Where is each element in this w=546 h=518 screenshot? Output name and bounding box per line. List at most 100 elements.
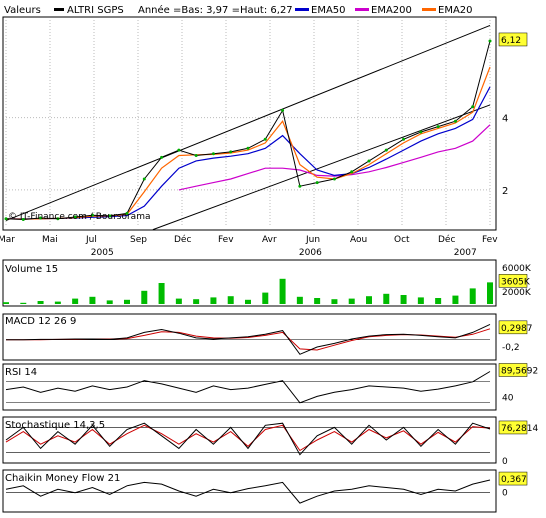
volume-bar (210, 297, 217, 304)
grid-layer (5, 20, 491, 226)
x-tick-label: Sep (130, 235, 147, 245)
volume-bar (296, 296, 303, 304)
trend-line (152, 104, 491, 231)
volume-bar (158, 283, 165, 304)
volume-panel: 3605K (3, 274, 531, 304)
volume-panel-frame (2, 259, 497, 307)
price-point (384, 148, 388, 152)
price-point (160, 155, 164, 159)
macd-title: MACD 12 26 9 (5, 316, 76, 327)
price-panel-frame (2, 16, 497, 231)
volume-bar (452, 295, 459, 304)
volume-bar (400, 295, 407, 304)
stoch-tick-label: 0 (502, 457, 508, 467)
year-label: 2006 (299, 248, 322, 258)
price-point (298, 184, 302, 188)
cmf-tick-label: 0 (502, 489, 508, 499)
rsi-title: RSI 14 (5, 367, 37, 378)
rsi-last-value-box (498, 363, 528, 377)
x-tick-label: Oct (394, 235, 410, 245)
x-tick-label: Jun (305, 235, 320, 245)
macd-panel: 0,2987 (6, 320, 533, 355)
x-tick-label: Mai (42, 235, 58, 245)
x-tick-label: Déc (438, 234, 455, 245)
price-point (436, 125, 440, 129)
stoch-last-value-box (498, 420, 528, 435)
chaikin-title: Chaikin Money Flow 21 (5, 473, 120, 484)
volume-last-value: 3605K (501, 277, 531, 287)
cmf-last-value-box (498, 471, 528, 486)
series-line-ema50 (6, 86, 491, 220)
price-point (471, 105, 475, 109)
legend-swatch-ema50 (295, 8, 309, 11)
price-point (90, 213, 94, 217)
price-point (177, 148, 181, 152)
volume-bar (469, 288, 476, 304)
x-tick-label: Déc (174, 234, 191, 245)
volume-bar (37, 301, 44, 304)
volume-bar (487, 282, 493, 304)
price-point (229, 150, 233, 154)
stochastic-panel: 76,2814 (5, 420, 538, 456)
price-point (419, 130, 423, 134)
volume-bar (124, 299, 130, 304)
macd-last-value-box (498, 320, 528, 335)
rsi-panel-frame (2, 363, 497, 411)
series-line-ema200 (178, 124, 491, 191)
volume-bar (331, 299, 338, 304)
volume-bar (106, 300, 113, 304)
legend-ema20: EMA20 (438, 5, 473, 16)
volume-bar (227, 296, 234, 304)
price-point (39, 216, 43, 220)
price-last-value: 6,12 (501, 36, 521, 46)
volume-bar (366, 296, 372, 304)
price-point (108, 214, 112, 218)
price-point (281, 108, 285, 112)
volume-bar (435, 298, 442, 304)
x-tick-label: Aou (350, 235, 367, 245)
volume-bar (20, 302, 27, 304)
cmf-line (5, 479, 491, 504)
volume-bar (314, 298, 321, 304)
price-point (56, 217, 60, 221)
price-point (315, 181, 319, 185)
volume-bar (89, 296, 96, 304)
price-point (453, 119, 457, 123)
price-point (332, 177, 336, 181)
rsi-last-value: 89,5692 (501, 366, 538, 376)
stoch-last-value: 76,2814 (501, 424, 538, 434)
volume-tick-label: 2000K (502, 288, 532, 298)
volume-tick-label: 6000K (502, 264, 532, 274)
stochastic-panel-frame (2, 416, 497, 464)
volume-bar (383, 293, 390, 304)
legend-swatch-price (54, 8, 64, 11)
y-tick-label: 2 (502, 186, 508, 197)
chaikin-panel-frame (2, 469, 497, 513)
price-point (211, 152, 215, 156)
rsi-tick-label: 40 (502, 394, 514, 404)
price-panel: 6,12 (4, 24, 528, 231)
y-tick-label: 4 (502, 114, 508, 125)
price-point (350, 170, 354, 174)
price-point (194, 154, 198, 158)
stochastic-title: Stochastique 14,3,5 (5, 420, 105, 431)
price-point (402, 137, 406, 141)
valeurs-label: Valeurs (4, 5, 41, 16)
year-label: 2005 (91, 248, 114, 258)
legend-ema50: EMA50 (311, 5, 346, 16)
volume-bar (141, 290, 148, 304)
price-point (246, 146, 250, 150)
chaikin-panel: 0,367 (5, 471, 528, 504)
trend-line (5, 24, 491, 222)
volume-bar (245, 299, 251, 304)
price-last-value-box (498, 32, 528, 47)
x-tick-label: Fev (218, 235, 234, 245)
price-point (125, 211, 129, 215)
legend-swatch-ema20 (422, 8, 436, 11)
volume-last-value-box (498, 274, 528, 288)
price-point (263, 137, 267, 141)
x-tick-label: Mar (0, 235, 15, 245)
price-point (73, 215, 77, 219)
volume-bar (348, 298, 355, 304)
volume-title: Volume 15 (5, 264, 58, 275)
